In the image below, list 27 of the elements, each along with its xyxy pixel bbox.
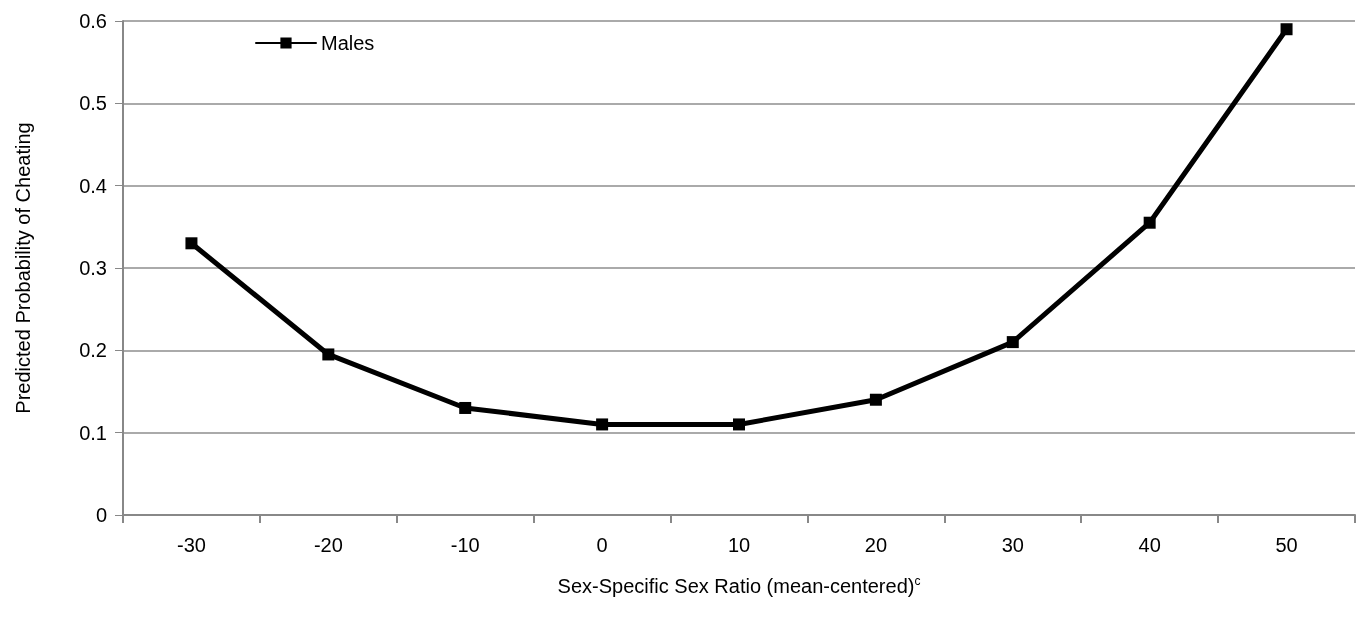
point [1280, 23, 1293, 36]
point [185, 237, 198, 250]
y-tick-label: 0.2 [79, 339, 107, 362]
x-tick-label: 0 [596, 534, 608, 556]
x-tick-label: 40 [1138, 534, 1161, 556]
y-tick-label: 0.5 [79, 92, 107, 115]
y-axis-title: Predicted Probability of Cheating [12, 122, 34, 414]
legend-label: Males [321, 32, 375, 54]
point [459, 401, 472, 414]
x-tick-label: 50 [1275, 534, 1298, 556]
y-tick-label: 0 [95, 504, 107, 526]
y-tick-label: 0.6 [79, 10, 107, 32]
point [322, 348, 335, 361]
y-tick-label: 0.4 [79, 174, 107, 197]
x-tick-label: -20 [313, 534, 343, 556]
x-tick-label: -30 [176, 534, 206, 556]
x-tick-label: 10 [727, 534, 751, 556]
y-tick-label: 0.3 [79, 257, 107, 279]
point [733, 418, 745, 431]
point [1143, 216, 1156, 229]
point [596, 418, 609, 431]
y-tick-label: 0.1 [79, 421, 107, 444]
point [869, 393, 882, 406]
x-tick-label: 20 [864, 534, 888, 556]
x-tick-label: -10 [450, 534, 480, 556]
x-tick-label: 30 [1001, 534, 1024, 556]
point [1006, 336, 1019, 349]
